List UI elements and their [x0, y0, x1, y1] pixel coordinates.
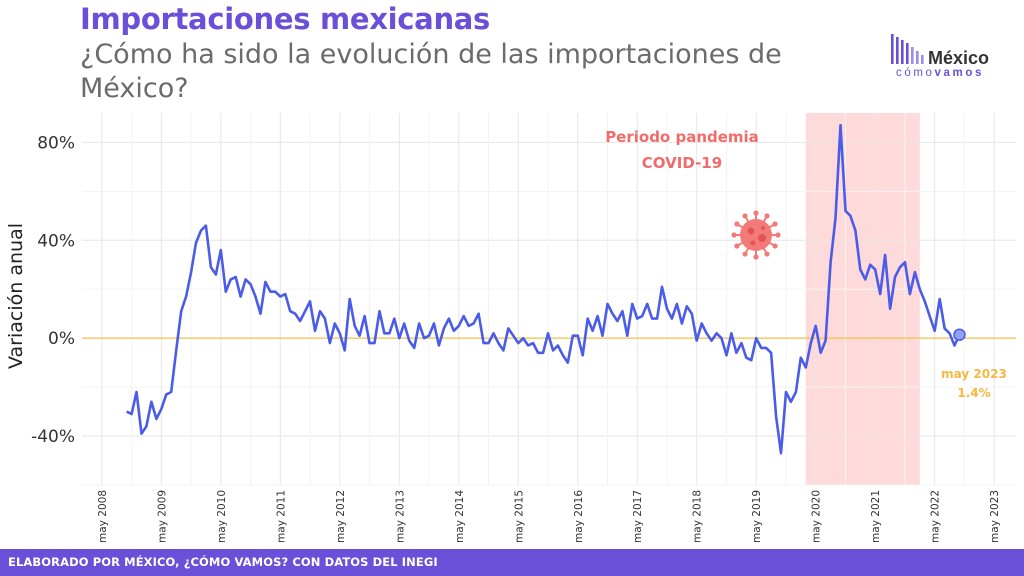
virus-icon — [731, 210, 781, 260]
virus-spike-tip — [772, 243, 778, 249]
last-data-point — [953, 328, 966, 341]
logo-bar — [901, 40, 904, 64]
x-tick-label: may 2020 — [811, 490, 823, 543]
x-tick-label: may 2018 — [692, 490, 704, 543]
logo-bar — [921, 55, 924, 64]
pandemic-label-line1: Periodo pandemia — [605, 128, 759, 146]
y-tick-label: 0% — [48, 329, 75, 349]
y-axis-label: Variación anual — [5, 223, 27, 369]
y-tick-label: 40% — [37, 231, 75, 251]
x-tick-label: may 2016 — [573, 490, 585, 543]
x-tick-label: may 2010 — [216, 490, 228, 543]
x-tick-label: may 2022 — [930, 490, 942, 543]
virus-spike-tip — [742, 251, 748, 257]
last-point-value: 1.4% — [957, 386, 990, 400]
y-tick-label: 80% — [37, 133, 75, 153]
logo-bar — [891, 34, 894, 64]
footer-credit: ELABORADO POR MÉXICO, ¿CÓMO VAMOS? CON D… — [8, 555, 438, 569]
virus-spike-tip — [753, 254, 759, 260]
x-tick-label: may 2009 — [156, 490, 168, 543]
series-line — [126, 123, 961, 455]
x-tick-label: may 2014 — [454, 490, 466, 543]
last-point-date: may 2023 — [941, 367, 1007, 381]
pandemic-label-line2: COVID-19 — [642, 154, 722, 172]
virus-spike-tip — [734, 243, 740, 249]
logo-tagline-a: cómo — [896, 67, 935, 79]
logo-bar — [896, 37, 899, 64]
logo-bars-icon — [891, 34, 924, 64]
logo-name: México — [928, 48, 990, 68]
virus-spike-tip — [764, 251, 770, 257]
virus-spike-tip — [731, 232, 737, 238]
mexico-como-vamos-logo: México cómovamos — [888, 22, 1008, 82]
logo-bar — [911, 47, 914, 64]
virus-spike-tip — [734, 221, 740, 227]
x-tick-label: may 2008 — [97, 490, 109, 543]
line-chart: -40% 0% 40% 80% may 2008 may 2009 may 2010 may… — [5, 113, 1016, 543]
virus-spike-tip — [753, 210, 759, 216]
virus-spike-tip — [772, 221, 778, 227]
footer-bar: ELABORADO POR MÉXICO, ¿CÓMO VAMOS? CON D… — [0, 549, 1024, 576]
x-tick-label: may 2015 — [513, 490, 525, 543]
x-tick-label: may 2021 — [870, 490, 882, 543]
x-tick-label: may 2012 — [335, 490, 347, 543]
virus-spike-tip — [742, 213, 748, 219]
x-tick-label: may 2019 — [751, 490, 763, 543]
pandemic-band — [805, 113, 920, 485]
x-tick-label: may 2011 — [275, 490, 287, 543]
x-tick-label: may 2013 — [394, 490, 406, 543]
logo-bar — [906, 43, 909, 64]
logo-tagline: cómovamos — [896, 67, 984, 79]
virus-spike-tip — [775, 232, 781, 238]
logo-bar — [916, 51, 919, 64]
virus-spike-tip — [764, 213, 770, 219]
x-tick-label: may 2023 — [989, 490, 1001, 543]
chart-subtitle: ¿Cómo ha sido la evolución de las import… — [80, 39, 782, 104]
chart-title: Importaciones mexicanas — [80, 2, 491, 36]
logo-tagline-b: vamos — [934, 67, 984, 79]
x-tick-label: may 2017 — [632, 490, 644, 543]
y-tick-label: -40% — [31, 427, 75, 447]
